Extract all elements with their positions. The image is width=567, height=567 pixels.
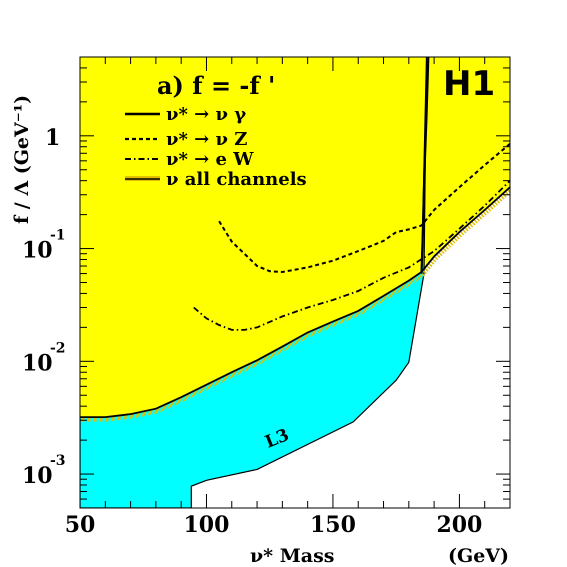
x-axis-unit: (GeV) xyxy=(448,545,509,567)
experiment-label: H1 xyxy=(443,64,495,104)
x-tick-label: 200 xyxy=(436,512,482,538)
axis-ticks xyxy=(79,56,511,509)
y-axis-title: f / Λ (GeV⁻¹) xyxy=(11,95,33,224)
x-tick-label: 100 xyxy=(184,512,230,538)
all-channels-hatch-edge xyxy=(81,188,510,422)
x-axis-title: ν* Mass xyxy=(250,545,334,567)
plot-area xyxy=(80,57,510,508)
series-line-1 xyxy=(218,143,510,274)
y-tick-exponent: -2 xyxy=(50,340,66,356)
y-tick-label: 10 xyxy=(22,350,53,376)
series-line-2 xyxy=(193,180,510,331)
h1-excluded-region xyxy=(80,57,510,418)
y-tick-exponent: -1 xyxy=(50,228,66,244)
x-tick-label: 50 xyxy=(65,512,96,538)
legend-label: ν* → e W xyxy=(166,149,254,170)
x-tick-label: 150 xyxy=(310,512,356,538)
panel-title: a) f = -f ' xyxy=(157,71,275,100)
y-tick-exponent: -3 xyxy=(50,453,66,469)
y-tick-label: 10 xyxy=(22,238,53,264)
y-tick-label: 1 xyxy=(45,125,60,151)
series-line-3 xyxy=(80,186,510,419)
series-group xyxy=(80,57,510,419)
legend: ν* → ν γ ν* → ν Zν* → e Wν all channels xyxy=(125,104,307,190)
y-tick-label: 10 xyxy=(22,463,53,489)
legend-label: ν* → ν Z xyxy=(166,129,247,150)
series-line-0 xyxy=(420,57,430,274)
legend-label: ν* → ν γ xyxy=(166,104,246,125)
legend-label: ν all channels xyxy=(166,169,307,190)
